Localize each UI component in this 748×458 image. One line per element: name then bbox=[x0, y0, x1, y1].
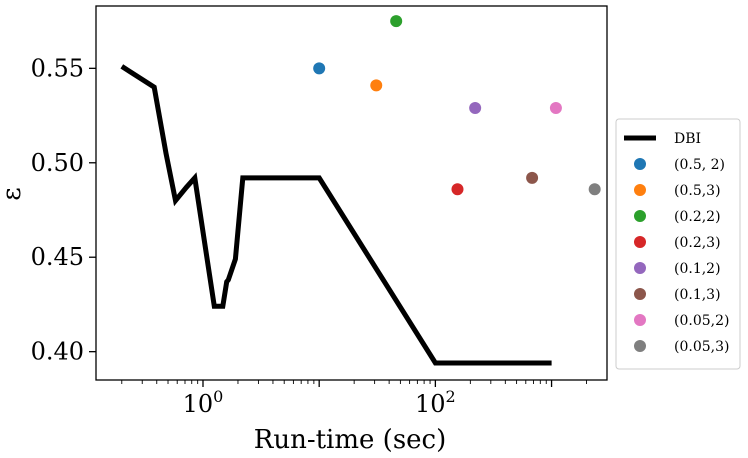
y-tick-label: 0.40 bbox=[31, 338, 84, 366]
x-axis-label: Run-time (sec) bbox=[254, 425, 447, 455]
x-tick-label: 102 bbox=[415, 387, 456, 418]
legend-label-1: (0.5,3) bbox=[674, 183, 721, 199]
legend-label-2: (0.2,2) bbox=[674, 209, 721, 225]
scatter-point-3 bbox=[451, 183, 464, 196]
y-tick-label: 0.45 bbox=[31, 243, 84, 271]
legend: DBI (0.5, 2) (0.5,3) (0.2,2) (0.2,3) (0.1,2) (… bbox=[615, 118, 741, 370]
legend-marker-2 bbox=[634, 210, 646, 222]
legend-marker-1 bbox=[634, 184, 646, 196]
legend-marker-0 bbox=[634, 158, 646, 170]
y-axis-label: ε bbox=[0, 187, 27, 200]
y-tick-label: 0.55 bbox=[31, 54, 84, 82]
scatter-point-0 bbox=[313, 62, 326, 75]
legend-box bbox=[615, 118, 741, 370]
scatter-point-1 bbox=[370, 79, 383, 92]
scatter-point-7 bbox=[588, 183, 601, 196]
legend-label-6: (0.05,2) bbox=[674, 313, 729, 329]
legend-label-3: (0.2,3) bbox=[674, 235, 721, 251]
legend-marker-6 bbox=[634, 314, 646, 326]
scatter-point-6 bbox=[549, 102, 562, 114]
y-tick-label: 0.50 bbox=[31, 149, 84, 177]
legend-label-5: (0.1,3) bbox=[674, 287, 721, 303]
legend-marker-4 bbox=[634, 262, 646, 274]
dbi-line bbox=[120, 64, 552, 366]
plot-frame bbox=[95, 5, 608, 381]
scatter-point-4 bbox=[469, 102, 482, 114]
legend-marker-7 bbox=[634, 340, 646, 352]
legend-marker-3 bbox=[634, 236, 646, 248]
scatter-point-5 bbox=[526, 171, 539, 184]
scatter-point-2 bbox=[390, 15, 403, 28]
legend-label-0: (0.5, 2) bbox=[674, 157, 725, 173]
legend-label-dbi: DBI bbox=[674, 131, 701, 147]
x-tick-label: 100 bbox=[183, 387, 224, 418]
legend-marker-5 bbox=[634, 288, 646, 300]
legend-label-7: (0.05,3) bbox=[674, 339, 729, 355]
legend-label-4: (0.1,2) bbox=[674, 261, 721, 277]
